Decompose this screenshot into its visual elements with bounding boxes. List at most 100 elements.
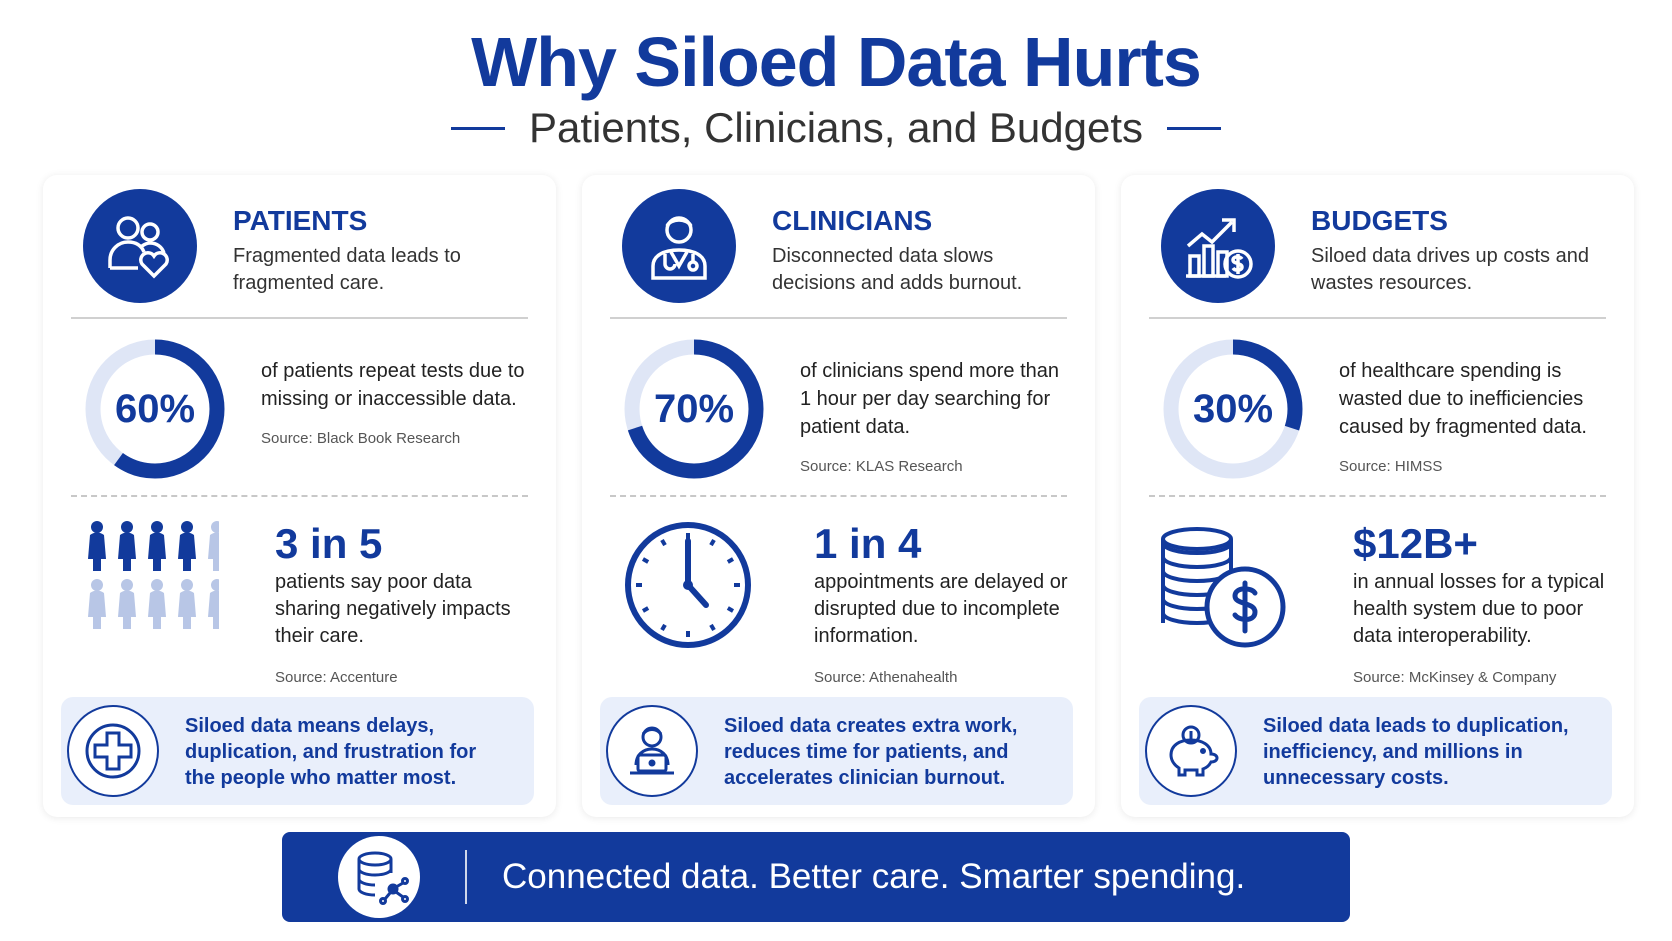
icon-shape (357, 859, 376, 897)
footer-icon (338, 836, 420, 918)
person-head (211, 579, 219, 591)
icon-shape (116, 216, 140, 240)
card-icon (1161, 189, 1275, 303)
ratio-source: Source: Accenture (275, 669, 398, 686)
ratio-block: patients say poor data sharing negativel… (275, 569, 540, 691)
icon-shape (401, 895, 409, 903)
card-description: Disconnected data slows decisions and ad… (772, 245, 1023, 294)
donut-chart (85, 339, 225, 479)
icon-shape (85, 723, 141, 779)
icon-shape (636, 753, 668, 773)
person-body (178, 590, 196, 629)
icon-shape (663, 254, 677, 271)
person-body (208, 532, 219, 571)
clock-center (683, 580, 693, 590)
stat-label: 70% (653, 386, 735, 431)
ratio-block: appointments are delayed or disrupted du… (814, 569, 1079, 691)
clock-face (625, 522, 751, 648)
ratio-figure: 1 in 4 (814, 520, 922, 567)
divider (71, 317, 528, 319)
icon-shape (1188, 254, 1201, 278)
title: Why Siloed Data Hurts (471, 23, 1202, 101)
ratio-text: in annual losses for a typical health sy… (1353, 571, 1605, 647)
stat-label: 30% (1192, 386, 1274, 431)
card-icon (622, 189, 736, 303)
subtitle-row: Patients, Clinicians, and Budgets (0, 104, 1672, 152)
icon-shape (669, 251, 689, 270)
stat-source: Source: Black Book Research (261, 430, 461, 447)
ratio-figure: $12B+ (1353, 520, 1478, 567)
icon-shape (379, 897, 387, 905)
dash (1167, 126, 1222, 130)
subtitle: Patients, Clinicians, and Budgets (528, 104, 1144, 151)
icon-shape (648, 759, 656, 767)
icon-shape (1186, 218, 1253, 279)
person-body (118, 532, 136, 571)
clock-tick (641, 606, 650, 613)
coin-top (1161, 527, 1233, 551)
icon-shape (141, 241, 166, 254)
icon-shape (108, 216, 169, 279)
ratio-source: Source: McKinsey & Company (1353, 669, 1557, 686)
stat-source: Source: KLAS Research (800, 458, 963, 475)
callout-text: Siloed data means delays, duplication, a… (185, 715, 477, 789)
stat-block: of clinicians spend more than 1 hour per… (800, 357, 1075, 481)
person-head (121, 579, 133, 591)
divider (610, 317, 1067, 319)
ratio-source: Source: Athenahealth (814, 669, 958, 686)
ratio-text: patients say poor data sharing negativel… (275, 571, 511, 647)
icon-shape (140, 222, 160, 242)
callout-icon (67, 705, 159, 797)
card-heading: PATIENTS (233, 205, 368, 236)
callout-icon (606, 705, 698, 797)
callout-text: Siloed data leads to duplication, ineffi… (1263, 715, 1569, 789)
icon-shape (401, 877, 409, 885)
donut-arc (85, 339, 225, 479)
person-body (178, 532, 196, 571)
ratio-art (88, 521, 219, 629)
clock-tick (641, 557, 650, 564)
clock-tick (709, 623, 716, 632)
stat-source: Source: HIMSS (1339, 458, 1443, 475)
icon-shape (357, 851, 393, 867)
icon-shape (139, 251, 169, 279)
icon-shape (1169, 725, 1219, 777)
clock-tick (660, 623, 667, 632)
icon-shape (1169, 738, 1219, 777)
dollar-sign (1232, 580, 1258, 634)
stat-text: of clinicians spend more than 1 hour per… (800, 360, 1060, 438)
person-head (211, 521, 219, 533)
callout: Siloed data means delays, duplication, a… (61, 697, 534, 805)
ratio-art (625, 522, 751, 648)
database-icon (357, 851, 409, 905)
icon-shape (1231, 254, 1244, 274)
dashed-divider (1149, 495, 1606, 497)
icon-shape (1222, 218, 1236, 232)
coin-edge (1161, 556, 1233, 569)
person-body (88, 532, 106, 571)
clock-hands (685, 538, 709, 608)
person-body (118, 590, 136, 629)
icon-shape (651, 216, 707, 280)
callout-icon (1145, 705, 1237, 797)
person-body (148, 532, 166, 571)
icon-shape (630, 726, 674, 775)
icon-shape (85, 723, 141, 779)
callout: Siloed data creates extra work, reduces … (600, 697, 1073, 805)
icon-shape (93, 731, 133, 771)
card-description: Fragmented data leads to fragmented care… (233, 245, 461, 294)
person-head (151, 579, 163, 591)
icon-shape (357, 868, 393, 877)
donut-arc (1163, 339, 1303, 479)
donut-arc (624, 339, 764, 479)
icon-shape (1223, 249, 1253, 279)
icon-shape (687, 260, 699, 272)
person-head (181, 579, 193, 591)
person-head (91, 521, 103, 533)
card-heading: CLINICIANS (772, 205, 933, 236)
callout: Siloed data leads to duplication, ineffi… (1139, 697, 1612, 805)
icon-shape (1186, 220, 1234, 248)
person-head (151, 521, 163, 533)
